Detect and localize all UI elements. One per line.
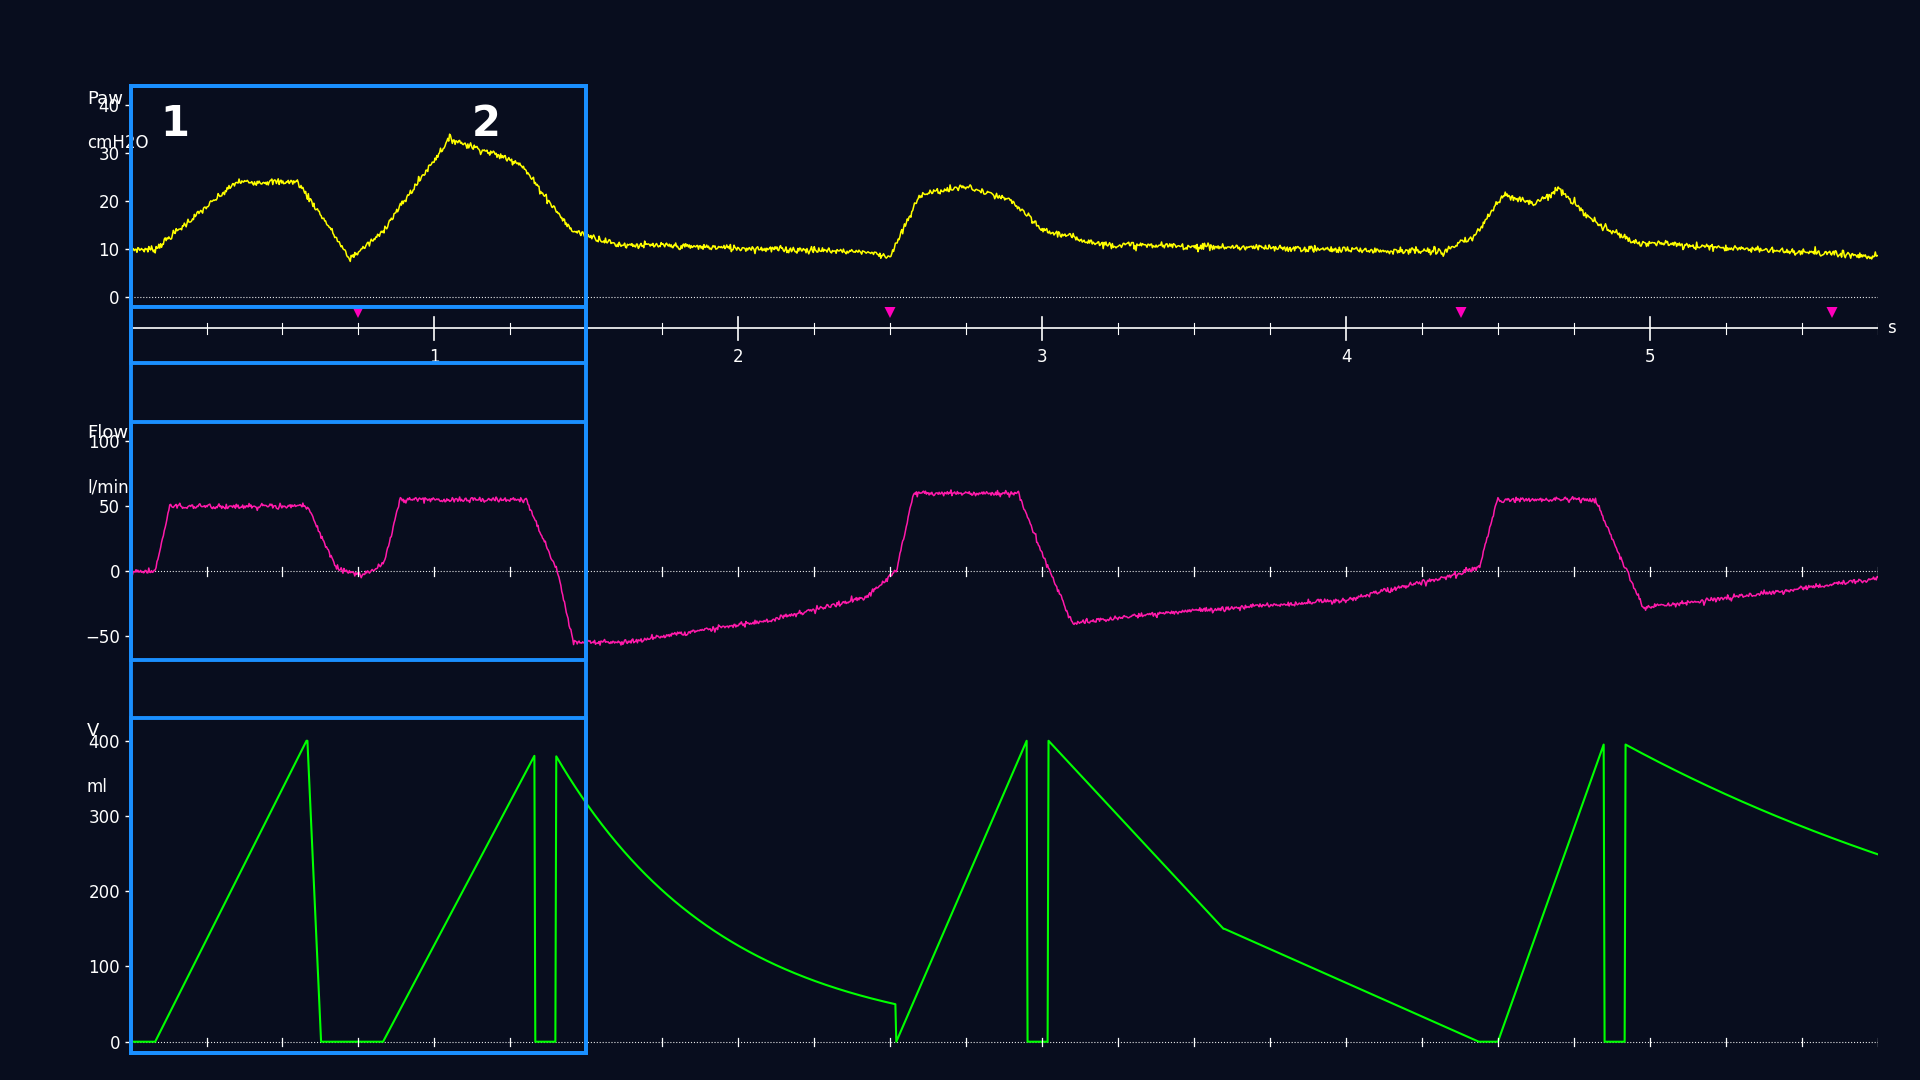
Text: ml: ml	[86, 779, 108, 796]
Text: s: s	[1887, 320, 1895, 337]
Text: l/min: l/min	[86, 478, 129, 497]
Text: 2: 2	[470, 104, 499, 146]
Text: cmH2O: cmH2O	[86, 134, 148, 152]
Text: Paw: Paw	[86, 90, 123, 108]
Text: V: V	[86, 721, 100, 740]
Text: 5: 5	[1645, 348, 1655, 365]
Text: Flow: Flow	[86, 424, 129, 443]
Bar	[131, 718, 586, 1053]
Bar	[131, 422, 586, 660]
Text: 3: 3	[1037, 348, 1048, 365]
Bar	[131, 85, 586, 307]
Text: 4: 4	[1340, 348, 1352, 365]
Bar	[131, 307, 586, 363]
Text: 1: 1	[159, 104, 190, 146]
Text: 2: 2	[733, 348, 743, 365]
Text: 1: 1	[428, 348, 440, 365]
